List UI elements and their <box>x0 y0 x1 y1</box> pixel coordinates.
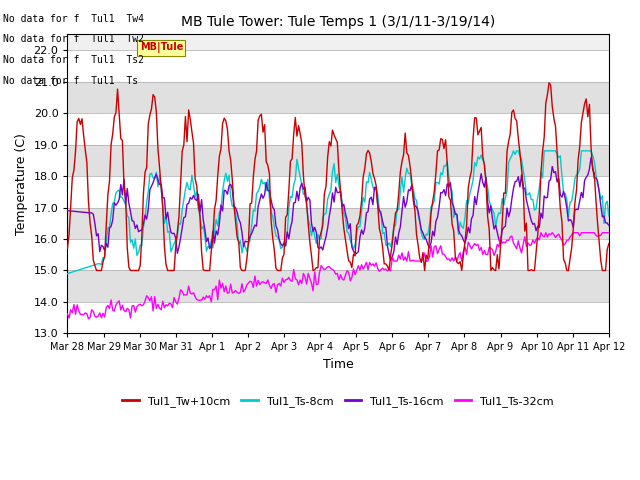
Title: MB Tule Tower: Tule Temps 1 (3/1/11-3/19/14): MB Tule Tower: Tule Temps 1 (3/1/11-3/19… <box>181 15 495 29</box>
Legend: Tul1_Tw+10cm, Tul1_Ts-8cm, Tul1_Ts-16cm, Tul1_Ts-32cm: Tul1_Tw+10cm, Tul1_Ts-8cm, Tul1_Ts-16cm,… <box>118 392 558 412</box>
X-axis label: Time: Time <box>323 358 353 371</box>
Bar <box>67 302 609 334</box>
Bar <box>67 82 609 113</box>
Bar <box>67 113 609 144</box>
Bar <box>67 271 609 302</box>
Y-axis label: Temperature (C): Temperature (C) <box>15 133 28 235</box>
Text: No data for f  Tul1  Ts: No data for f Tul1 Ts <box>3 75 138 85</box>
Text: MB|Tule: MB|Tule <box>140 42 183 53</box>
Text: No data for f  Tul1  Ts2: No data for f Tul1 Ts2 <box>3 55 144 65</box>
Text: No data for f  Tul1  Tw2: No data for f Tul1 Tw2 <box>3 34 144 44</box>
Bar <box>67 176 609 207</box>
Bar <box>67 207 609 239</box>
Bar <box>67 144 609 176</box>
Bar <box>67 239 609 271</box>
Bar <box>67 50 609 82</box>
Text: No data for f  Tul1  Tw4: No data for f Tul1 Tw4 <box>3 13 144 24</box>
